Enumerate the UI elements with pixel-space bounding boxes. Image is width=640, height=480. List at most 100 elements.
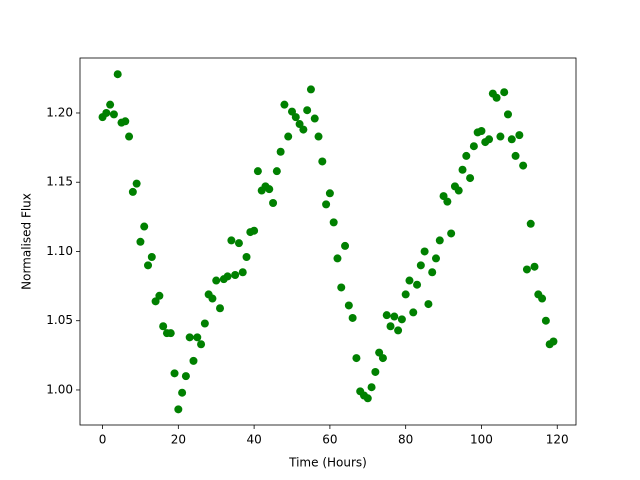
scatter-point (155, 291, 164, 300)
scatter-point (113, 70, 122, 79)
scatter-point (125, 132, 134, 141)
scatter-point (314, 132, 323, 141)
scatter-point (318, 157, 327, 166)
scatter-point (185, 333, 194, 342)
scatter-point (511, 151, 520, 160)
x-tick-label: 20 (171, 433, 186, 447)
y-tick-label: 1.15 (46, 175, 73, 189)
scatter-point (519, 161, 528, 170)
scatter-point (428, 268, 437, 277)
scatter-point (181, 372, 190, 381)
scatter-point (310, 114, 319, 123)
scatter-point (197, 340, 206, 349)
scatter-point (140, 222, 149, 231)
scatter-point (238, 268, 247, 277)
y-tick-label: 1.05 (46, 313, 73, 327)
scatter-point (306, 85, 315, 94)
axes-frame (79, 57, 577, 426)
scatter-point (416, 261, 425, 270)
scatter-point (507, 135, 516, 144)
scatter-point (128, 187, 137, 196)
scatter-point (329, 218, 338, 227)
scatter-point (394, 326, 403, 335)
scatter-point (265, 185, 274, 194)
scatter-point (515, 131, 524, 140)
scatter-point (382, 311, 391, 320)
scatter-point (193, 333, 202, 342)
scatter-point (276, 147, 285, 156)
scatter-point (466, 174, 475, 183)
scatter-point (170, 369, 179, 378)
x-tick-label: 60 (322, 433, 337, 447)
scatter-point (299, 125, 308, 134)
scatter-point (541, 316, 550, 325)
y-axis-label: Normalised Flux (20, 193, 34, 290)
scatter-point (109, 110, 118, 119)
scatter-point (352, 354, 361, 363)
scatter-point (303, 106, 312, 115)
scatter-point (469, 142, 478, 151)
scatter-point (284, 132, 293, 141)
scatter-point (443, 197, 452, 206)
scatter-point (409, 308, 418, 317)
scatter-point (280, 100, 289, 109)
scatter-point (485, 135, 494, 144)
scatter-point (367, 383, 376, 392)
scatter-point (322, 200, 331, 209)
scatter-point (503, 110, 512, 119)
scatter-point (223, 272, 232, 281)
scatter-point (424, 300, 433, 309)
scatter-point (454, 186, 463, 195)
scatter-point (227, 236, 236, 245)
scatter-point (530, 262, 539, 271)
scatter-point (189, 356, 198, 365)
y-tick-label: 1.10 (46, 244, 73, 258)
scatter-point (166, 329, 175, 338)
scatter-point (144, 261, 153, 270)
y-tick-label: 1.00 (46, 382, 73, 396)
scatter-point (216, 304, 225, 313)
x-tick-label: 120 (546, 433, 569, 447)
scatter-point (200, 319, 209, 328)
scatter-point (121, 117, 130, 126)
y-tick-label: 1.20 (46, 105, 73, 119)
scatter-point (462, 151, 471, 160)
scatter-point (106, 100, 115, 109)
scatter-point (212, 276, 221, 285)
scatter-point (159, 322, 168, 331)
x-tick-label: 100 (470, 433, 493, 447)
x-tick-label: 80 (398, 433, 413, 447)
scatter-point (526, 219, 535, 228)
scatter-point (390, 312, 399, 321)
scatter-point (363, 394, 372, 403)
scatter-point (234, 239, 243, 248)
scatter-point (549, 337, 558, 346)
scatter-point (431, 254, 440, 263)
x-tick-label: 40 (246, 433, 261, 447)
scatter-point (378, 354, 387, 363)
scatter-point (337, 283, 346, 292)
scatter-point (341, 241, 350, 250)
scatter-point (413, 280, 422, 289)
scatter-point (231, 271, 240, 280)
scatter-point (132, 179, 141, 188)
scatter-point (178, 388, 187, 397)
scatter-point (420, 247, 429, 256)
scatter-point (401, 290, 410, 299)
scatter-point (500, 88, 509, 97)
scatter-point (333, 254, 342, 263)
scatter-point (272, 167, 281, 176)
scatter-point (348, 313, 357, 322)
x-tick-label: 0 (99, 433, 107, 447)
scatter-point (344, 301, 353, 310)
scatter-point (386, 322, 395, 331)
scatter-point (458, 165, 467, 174)
scatter-point (250, 226, 259, 235)
scatter-point (325, 189, 334, 198)
scatter-point (242, 253, 251, 262)
scatter-point (496, 132, 505, 141)
scatter-point (291, 113, 300, 122)
scatter-point (102, 108, 111, 117)
scatter-point (269, 198, 278, 207)
